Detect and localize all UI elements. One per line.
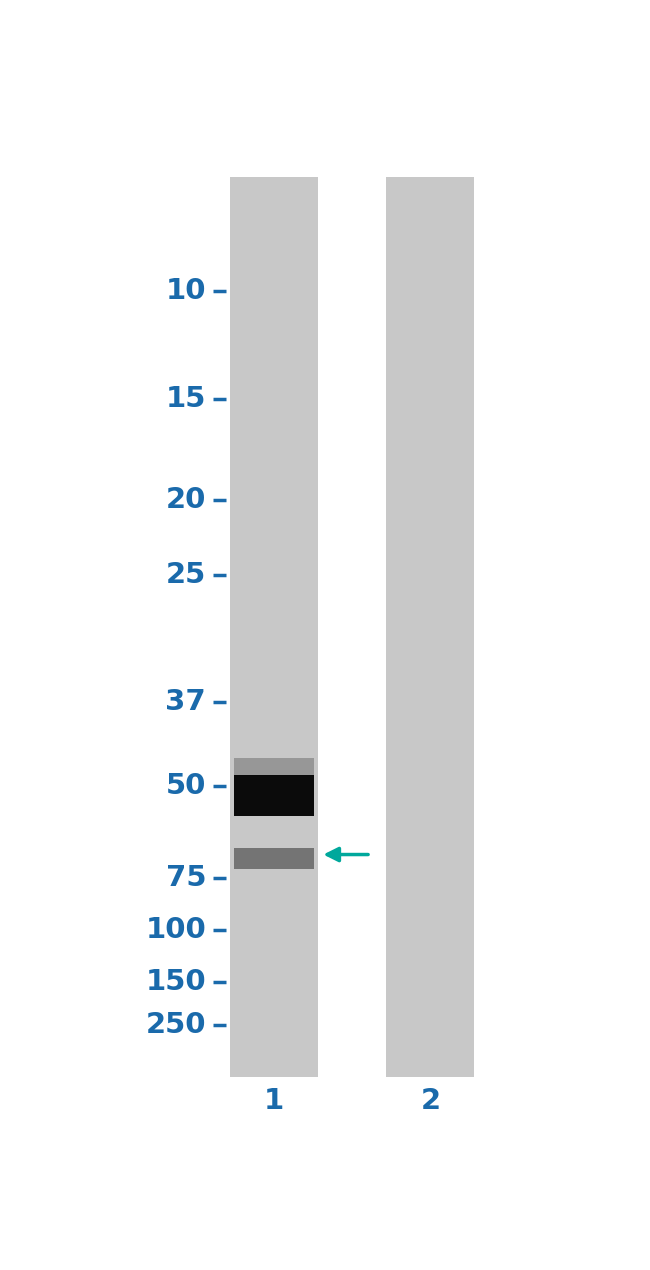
Text: 2: 2 <box>421 1087 441 1115</box>
Bar <box>234 758 313 776</box>
Bar <box>386 177 474 1077</box>
Text: 100: 100 <box>146 916 206 944</box>
Bar <box>234 847 313 869</box>
Text: 250: 250 <box>146 1011 206 1039</box>
Bar <box>230 177 318 1077</box>
Text: 37: 37 <box>166 688 206 716</box>
Text: 25: 25 <box>166 561 206 589</box>
Text: 50: 50 <box>166 772 206 800</box>
Text: 10: 10 <box>166 277 206 305</box>
Text: 75: 75 <box>166 864 206 892</box>
Text: 150: 150 <box>146 968 206 996</box>
Text: 15: 15 <box>166 385 206 413</box>
Text: 1: 1 <box>264 1087 284 1115</box>
Bar <box>234 775 313 817</box>
Text: 20: 20 <box>166 485 206 513</box>
